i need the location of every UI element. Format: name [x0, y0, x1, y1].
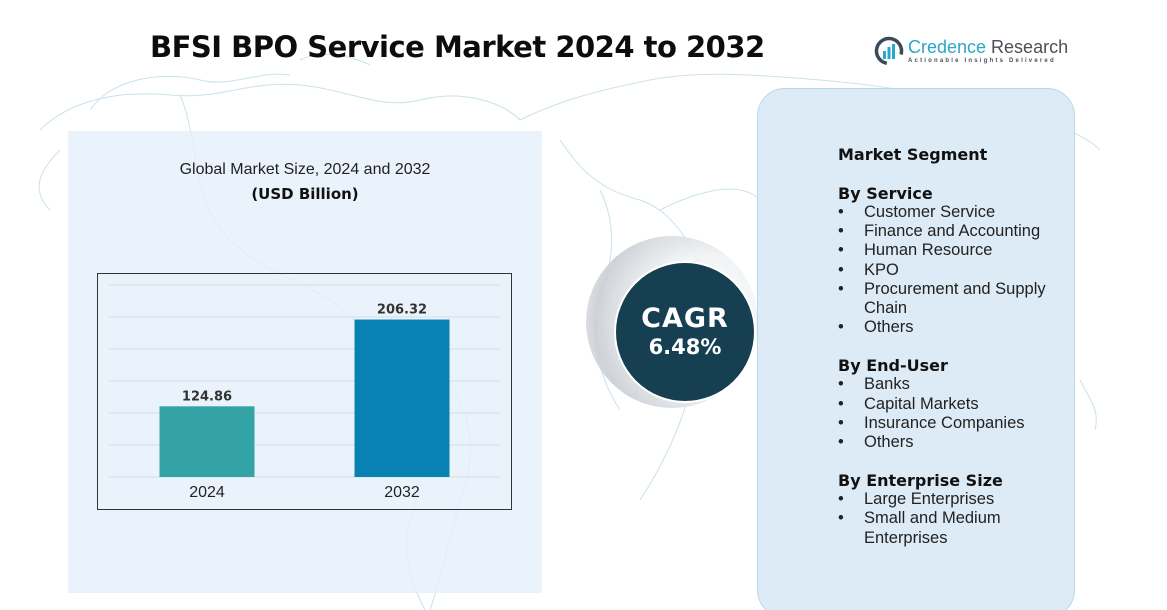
segment-group-service: By Service • Customer Service • Finance and …	[838, 184, 1073, 337]
segment-list: • Customer Service • Finance and Accounting…	[838, 203, 1073, 337]
segment-group-title: By Service	[838, 184, 933, 203]
segment-list-item: • Others	[838, 318, 1073, 337]
segment-list-item: • Large Enterprises	[838, 490, 1073, 509]
x-tick-label: 2024	[189, 484, 225, 501]
segment-list-item: • KPO	[838, 261, 1073, 280]
segment-item-label: Human Resource	[864, 241, 993, 260]
segment-list-item: • Banks	[838, 375, 1073, 394]
chart-heading: Global Market Size, 2024 and 2032	[179, 161, 431, 178]
segment-list: • Large Enterprises • Small and Medium Ente…	[838, 490, 1073, 548]
segment-item-label: Finance and Accounting	[864, 222, 1041, 241]
segment-list-item: • Finance and Accounting	[838, 222, 1073, 241]
brand-tagline: Actionable Insights Delivered	[908, 58, 1056, 64]
segment-item-label: Insurance Companies	[864, 413, 1025, 432]
brand-logo: Credence Research Actionable Insights De…	[874, 36, 1068, 66]
bullet-icon: •	[838, 490, 844, 509]
bar-2032	[354, 319, 450, 477]
cagr-value: 6.48%	[648, 335, 722, 360]
chart-panel: Global Market Size, 2024 and 2032 (USD B…	[68, 131, 542, 593]
market-segment-panel	[757, 88, 1075, 610]
bullet-icon: •	[838, 241, 844, 260]
market-segment-content: Market Segment By Service • Customer Servi…	[838, 145, 1073, 548]
bullet-icon: •	[838, 433, 844, 452]
bullet-icon: •	[838, 394, 844, 413]
bullet-icon: •	[838, 260, 844, 279]
data-label: 206.32	[377, 303, 427, 318]
cagr-badge: CAGR 6.48%	[614, 261, 756, 403]
bullet-icon: •	[838, 203, 844, 221]
segment-list-item: • Insurance Companies	[838, 414, 1073, 433]
segment-item-label: Banks	[864, 375, 910, 394]
bullet-icon: •	[838, 222, 844, 241]
bar-chart: 124.86 2024 206.32 2032	[109, 284, 500, 501]
bullet-icon: •	[838, 509, 844, 528]
segment-list-item: • Human Resource	[838, 241, 1073, 260]
segment-item-label: Capital Markets	[864, 394, 979, 413]
segment-item-label: Large Enterprises	[864, 490, 995, 509]
bullet-icon: •	[838, 279, 844, 298]
bullet-icon: •	[838, 413, 844, 432]
chart-frame	[97, 273, 512, 510]
x-tick-label: 2032	[384, 484, 420, 501]
segment-item-label: KPO	[864, 260, 899, 279]
bullet-icon: •	[838, 375, 844, 394]
segment-list-item: • Others	[838, 433, 1073, 452]
bar-2024	[159, 406, 255, 477]
segment-group-title: By End-User	[838, 356, 948, 376]
segment-item-label: Customer Service	[864, 203, 996, 221]
segment-group-title: By Enterprise Size	[838, 471, 1003, 491]
brand-name: Credence Research	[908, 37, 1069, 57]
bullet-icon: •	[838, 318, 844, 337]
segment-group-enterprise-size: By Enterprise Size • Large Enterprises • Sma…	[838, 471, 1073, 548]
segment-title: Market Segment	[838, 145, 988, 164]
cagr-label: CAGR	[641, 302, 729, 334]
segment-list-item: • Small and Medium Enterprises	[838, 509, 1073, 547]
segment-group-end-user: By End-User • Banks • Capital Markets • Insura…	[838, 356, 1073, 452]
segment-item-label: Procurement and Supply Chain	[864, 279, 1046, 318]
page-title: BFSI BPO Service Market 2024 to 2032	[150, 30, 765, 64]
segment-list: • Banks • Capital Markets • Insurance Compani…	[838, 375, 1073, 452]
bar-chart-icon	[874, 36, 904, 66]
chart-unit-label: (USD Billion)	[251, 185, 359, 203]
segment-list-item: • Customer Service	[838, 203, 1073, 222]
segment-list-item: • Procurement and Supply Chain	[838, 280, 1073, 318]
segment-list-item: • Capital Markets	[838, 395, 1073, 414]
segment-item-label: Others	[864, 318, 914, 337]
segment-item-label: Small and Medium Enterprises	[864, 509, 1001, 547]
segment-item-label: Others	[864, 433, 914, 452]
data-label: 124.86	[182, 389, 232, 404]
